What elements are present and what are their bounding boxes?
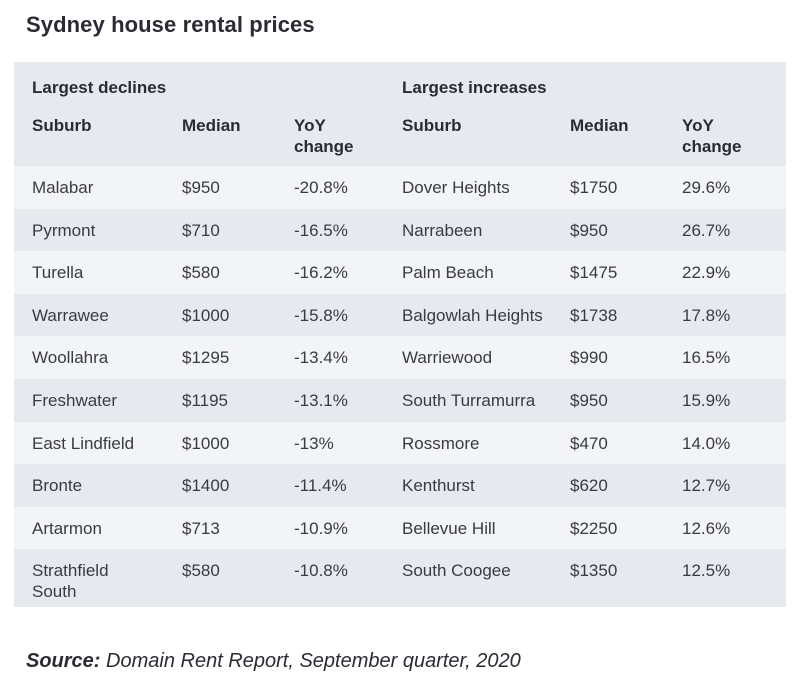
header-suburb-increases: Suburb (402, 116, 462, 135)
increase-yoy-change: 16.5% (682, 348, 731, 368)
table-row: Pyrmont $710 -16.5% Narrabeen $950 26.7% (14, 208, 786, 252)
decline-suburb: Freshwater (32, 390, 118, 410)
table-row: Turella $580 -16.2% Palm Beach $1475 22.9% (14, 251, 786, 294)
increase-suburb: Palm Beach (402, 263, 494, 283)
increase-yoy-change: 12.7% (682, 476, 731, 496)
increase-suburb: Dover Heights (402, 178, 510, 197)
table-row: East Lindfield $1000 -13% Rossmore $470 14.0% (14, 422, 786, 465)
table-body: Malabar $950 -20.8% Dover Heights $1750 29.6%… (14, 166, 786, 608)
increase-median: $990 (570, 348, 608, 368)
increase-median: $2250 (570, 518, 618, 538)
decline-suburb: Pyrmont (32, 220, 96, 240)
source-label: Source: (26, 650, 101, 672)
increase-yoy-change: 12.6% (682, 518, 731, 538)
decline-median: $713 (182, 518, 220, 538)
source-text: Domain Rent Report, September quarter, 2… (100, 650, 521, 672)
section-declines-label: Largest declines (32, 78, 167, 97)
increase-suburb: Warriewood (402, 348, 493, 368)
source-note: Source: Domain Rent Report, September qu… (26, 650, 521, 673)
decline-suburb: Woollahra (32, 348, 109, 368)
increase-yoy-change: 14.0% (682, 433, 731, 453)
decline-median: $1000 (182, 433, 230, 453)
increase-suburb: South Coogee (402, 561, 511, 581)
table-row: Woollahra $1295 -13.4% Warriewood $990 16.5% (14, 336, 786, 379)
decline-yoy-change: -10.9% (294, 518, 348, 538)
increase-yoy-change: 26.7% (682, 220, 731, 240)
decline-suburb: East Lindfield (32, 433, 135, 453)
decline-median: $1400 (182, 476, 230, 496)
header-yoy-declines: YoY change (294, 116, 354, 156)
decline-yoy-change: -10.8% (294, 561, 348, 581)
decline-yoy-change: -13.1% (294, 390, 348, 410)
decline-yoy-change: -16.2% (294, 263, 348, 283)
decline-suburb: Malabar (32, 178, 94, 197)
header-yoy-increases: YoY change (682, 116, 742, 156)
decline-yoy-change: -20.8% (294, 178, 348, 197)
increase-median: $950 (570, 220, 608, 240)
increase-suburb: South Turramurra (402, 390, 536, 410)
increase-yoy-change: 17.8% (682, 305, 731, 325)
decline-median: $950 (182, 178, 220, 197)
increase-yoy-change: 12.5% (682, 561, 731, 581)
table-row: Bronte $1400 -11.4% Kenthurst $620 12.7% (14, 464, 786, 507)
increase-suburb: Bellevue Hill (402, 518, 496, 538)
table-column-headers: Suburb Median YoY change Suburb Median Yo… (14, 110, 786, 166)
increase-suburb: Kenthurst (402, 476, 475, 496)
increase-suburb: Rossmore (402, 433, 480, 453)
table-row: Malabar $950 -20.8% Dover Heights $1750 29.6% (14, 166, 786, 209)
increase-median: $620 (570, 476, 608, 496)
decline-yoy-change: -13.4% (294, 348, 348, 368)
header-suburb-declines: Suburb (32, 116, 92, 135)
header-median-declines: Median (182, 116, 241, 135)
decline-suburb: Strathfield South (32, 561, 109, 602)
decline-suburb: Turella (32, 263, 84, 283)
increase-suburb: Balgowlah Heights (402, 305, 543, 325)
increase-median: $1350 (570, 561, 618, 581)
table-row: Artarmon $713 -10.9% Bellevue Hill $2250 12.6… (14, 507, 786, 550)
decline-suburb: Bronte (32, 476, 83, 496)
increase-median: $1738 (570, 305, 618, 325)
table-row: Freshwater $1195 -13.1% South Turramurra $95… (14, 378, 786, 422)
decline-yoy-change: -13% (294, 433, 334, 453)
decline-median: $1295 (182, 348, 230, 368)
increase-yoy-change: 22.9% (682, 263, 731, 283)
page-title: Sydney house rental prices (26, 12, 315, 37)
decline-median: $1195 (182, 390, 229, 410)
increase-suburb: Narrabeen (402, 220, 483, 240)
increase-median: $470 (570, 433, 608, 453)
decline-yoy-change: -16.5% (294, 220, 348, 240)
decline-yoy-change: -15.8% (294, 305, 348, 325)
increase-yoy-change: 29.6% (682, 178, 731, 197)
table-row: Warrawee $1000 -15.8% Balgowlah Heights $173… (14, 293, 786, 337)
decline-suburb: Warrawee (32, 305, 109, 325)
increase-median: $1475 (570, 263, 618, 283)
decline-median: $580 (182, 263, 220, 283)
section-increases-label: Largest increases (402, 78, 547, 97)
increase-median: $950 (570, 390, 608, 410)
table-section-header: Largest declines Largest increases (14, 62, 786, 110)
decline-median: $710 (182, 220, 220, 240)
rental-prices-table: Largest declines Largest increases Subur… (14, 62, 786, 608)
decline-median: $580 (182, 561, 220, 581)
decline-yoy-change: -11.4% (294, 476, 347, 496)
decline-median: $1000 (182, 305, 230, 325)
increase-yoy-change: 15.9% (682, 390, 731, 410)
header-median-increases: Median (570, 116, 629, 135)
increase-median: $1750 (570, 178, 618, 197)
decline-suburb: Artarmon (32, 518, 102, 538)
table-row: Strathfield South $580 -10.8% South Coogee $… (14, 549, 786, 608)
